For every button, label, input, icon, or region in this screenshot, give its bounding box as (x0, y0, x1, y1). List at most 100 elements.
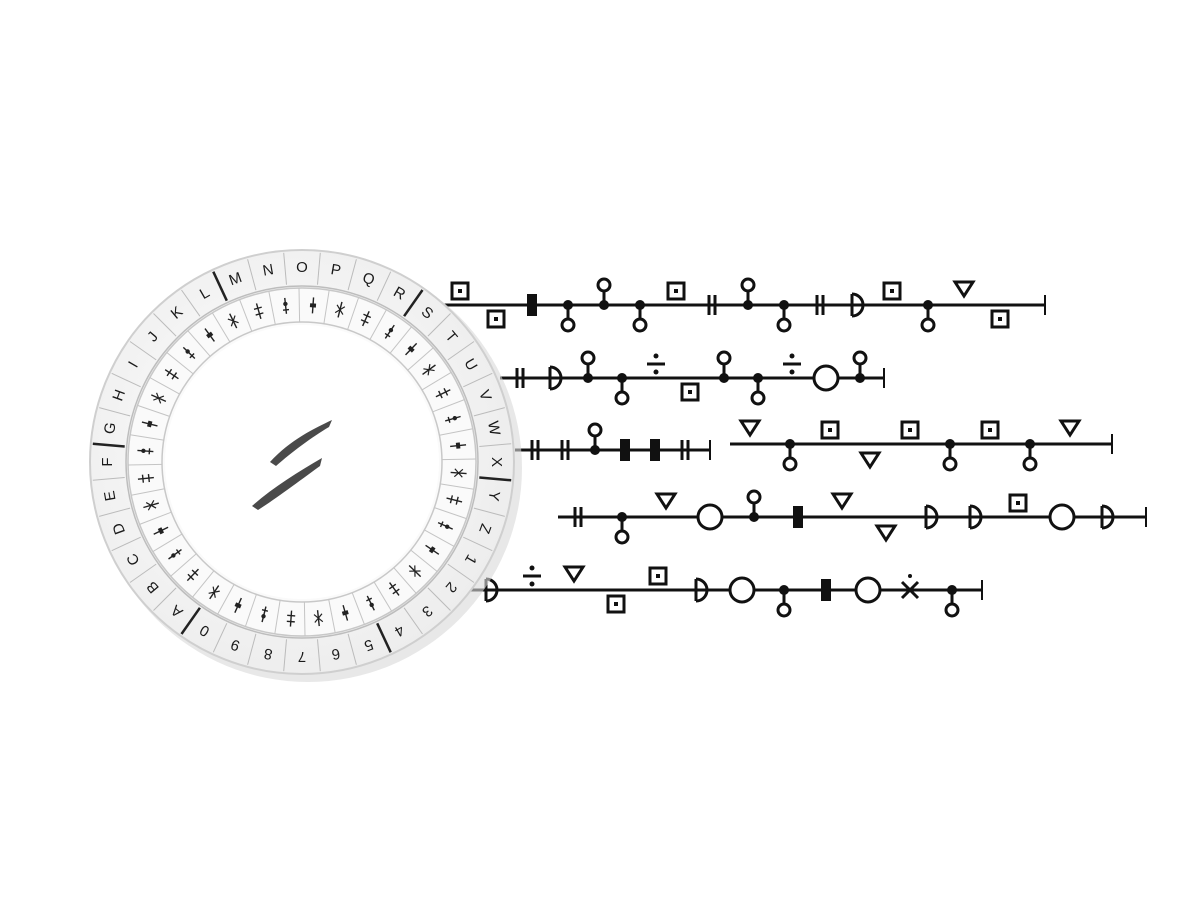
outer-ring-divider (92, 442, 125, 448)
sq-glyph-icon (606, 594, 626, 614)
inner-ring-glyph-icon (437, 521, 453, 530)
inner-ring-divider (347, 297, 360, 330)
inner-ring-divider (131, 488, 165, 496)
inner-ring-divider (441, 458, 477, 461)
rect-glyph-icon (650, 439, 660, 461)
tri-glyph-icon (874, 524, 898, 543)
rect-glyph-icon (793, 506, 803, 528)
inner-ring-divider (373, 581, 393, 612)
outer-ring-divider (479, 476, 512, 482)
inner-ring-divider (187, 330, 211, 357)
outer-ring-divider (427, 313, 451, 337)
circle-glyph-icon (728, 576, 756, 604)
outer-ring-divider (317, 252, 321, 285)
outer-ring-divider (283, 252, 287, 285)
tri-glyph-icon (562, 565, 586, 584)
dot-glyph-icon (716, 350, 732, 383)
inner-disk-glyph-edge (161, 321, 443, 603)
dot-glyph-icon (614, 373, 630, 406)
outer-ring-divider (181, 289, 201, 317)
bar-glyph-icon (680, 440, 690, 460)
inner-ring-glyph-icon (445, 415, 461, 423)
sq-glyph-icon (1008, 493, 1028, 513)
outer-ring-divider (447, 341, 475, 361)
semi-glyph-icon (968, 504, 983, 530)
inner-ring-glyph-icon (313, 610, 324, 627)
cipher-line (515, 422, 711, 461)
inner-ring-glyph-icon (388, 582, 400, 596)
sq-glyph-icon (820, 420, 840, 440)
outer-ring-letter: F (99, 457, 116, 466)
inner-ring-divider (303, 601, 306, 637)
inner-ring-glyph-icon (435, 387, 451, 399)
tri-glyph-icon (1058, 419, 1082, 438)
inner-ring-glyph-icon (405, 342, 418, 356)
inner-ring-divider (149, 377, 180, 395)
outer-ring-letter: E (101, 489, 119, 502)
inner-ring-divider (407, 347, 434, 371)
inner-ring-divider (268, 291, 276, 325)
dot-glyph-icon (782, 439, 798, 472)
bar-glyph-icon (560, 440, 570, 460)
cipher-line (470, 565, 983, 618)
inner-ring-divider (369, 309, 387, 340)
inner-ring-divider (274, 600, 281, 634)
outer-ring-divider (180, 607, 201, 635)
inner-ring-divider (217, 584, 235, 615)
inner-ring-divider (152, 533, 183, 553)
outer-ring-letter: 8 (263, 645, 274, 663)
dot-glyph-icon (852, 350, 868, 383)
dot-glyph-icon (587, 422, 603, 455)
inner-ring-divider (166, 352, 194, 375)
inner-ring-divider (439, 428, 473, 436)
sq-glyph-icon (680, 382, 700, 402)
inner-ring-divider (139, 511, 172, 525)
outer-ring-divider (111, 372, 141, 388)
inner-ring-glyph-icon (227, 313, 239, 329)
inner-ring-divider (389, 326, 412, 354)
inner-ring-glyph-icon (384, 324, 395, 339)
outer-ring-divider (403, 289, 424, 317)
outer-ring-divider (347, 633, 357, 665)
inner-ring-glyph-icon (234, 597, 242, 613)
inner-ring-divider (211, 312, 231, 343)
tri-glyph-icon (654, 492, 678, 511)
inner-ring-glyph-icon (282, 297, 290, 314)
dot-glyph-icon (776, 585, 792, 618)
outer-ring-letter: 7 (298, 648, 306, 665)
outer-ring-divider (99, 407, 131, 417)
circle-glyph-icon (1048, 503, 1076, 531)
inner-ring-divider (410, 549, 438, 572)
inner-ring-glyph-icon (182, 346, 196, 359)
inner-ring-divider (239, 299, 253, 332)
outer-ring-letter: O (296, 259, 308, 276)
bar-glyph-icon (515, 368, 525, 388)
outer-ring-divider (129, 563, 157, 583)
rect-glyph-icon (527, 294, 537, 316)
inner-ring-divider (192, 570, 215, 598)
inner-ring-glyph-icon (446, 495, 463, 505)
inner-ring-glyph-icon (309, 297, 317, 314)
dot-glyph-icon (942, 439, 958, 472)
outer-ring-divider (403, 607, 423, 635)
semi-glyph-icon (694, 577, 709, 603)
outer-disk-inner-edge (125, 285, 479, 639)
cipher-line (440, 277, 1046, 333)
div-glyph-icon (783, 353, 801, 375)
cipher-message-lines (440, 277, 1147, 618)
inner-ring-divider (244, 594, 257, 627)
div-glyph-icon (647, 353, 665, 375)
inner-ring-divider (421, 371, 452, 391)
dot-glyph-icon (920, 300, 936, 333)
inner-ring-glyph-icon (253, 303, 264, 319)
outer-ring-divider (447, 563, 475, 583)
outer-ring-divider (153, 587, 177, 611)
inner-ring-glyph-icon (164, 368, 179, 380)
dot-glyph-icon (614, 512, 630, 545)
x-glyph-icon (900, 574, 920, 600)
dot-glyph-icon (746, 489, 762, 522)
inner-ring-divider (424, 529, 455, 547)
inner-ring-divider (434, 507, 467, 520)
inner-ring-divider (440, 483, 474, 490)
